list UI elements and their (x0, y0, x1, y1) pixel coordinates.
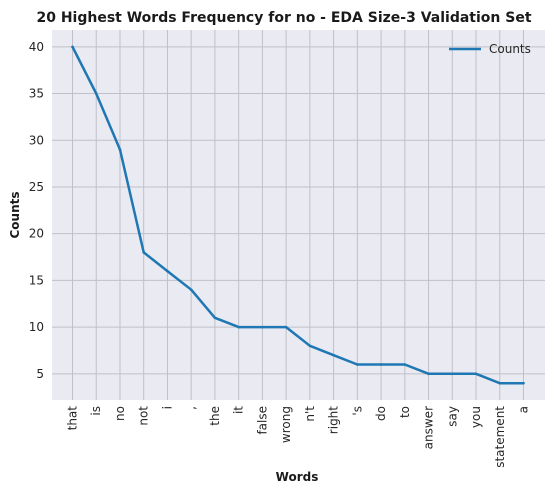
data-point (450, 372, 454, 376)
x-tick-label: no (113, 406, 127, 421)
x-tick-label: do (374, 406, 388, 421)
y-tick-label: 15 (29, 273, 44, 287)
x-tick-label: n't (303, 406, 317, 422)
data-point (94, 92, 98, 95)
y-tick-label: 25 (29, 180, 44, 194)
x-tick-label: to (398, 406, 412, 418)
data-point (237, 325, 240, 329)
data-point (142, 251, 146, 254)
data-point (284, 325, 288, 329)
x-axis-label: Words (276, 470, 319, 484)
y-axis-label: Counts (8, 191, 22, 238)
x-tick-label: statement (493, 406, 507, 468)
x-tick-label: 's (350, 406, 364, 416)
x-tick-label: answer (422, 406, 436, 449)
x-tick-label: right (327, 406, 341, 434)
data-point (261, 325, 264, 329)
x-tick-label: the (208, 406, 222, 426)
data-point (403, 363, 407, 366)
data-point (308, 344, 312, 348)
x-tick-label: it (232, 406, 246, 414)
x-tick-label: wrong (279, 406, 293, 443)
y-tick-label: 40 (29, 40, 44, 54)
data-point (522, 381, 525, 385)
y-tick-label: 20 (29, 227, 44, 241)
series-line-counts (71, 46, 524, 385)
data-point (213, 316, 217, 320)
legend: Counts (449, 42, 531, 56)
data-point (118, 148, 122, 151)
x-tick-label: that (66, 406, 80, 431)
x-tick-label: say (445, 406, 459, 427)
x-tick-label: not (137, 406, 151, 426)
y-tick-label: 5 (36, 367, 44, 381)
data-point (379, 363, 383, 366)
x-tick-label: i (160, 406, 174, 409)
data-point (474, 372, 478, 376)
x-tick-label: you (469, 406, 483, 428)
y-axis-ticks: 5 10 15 20 25 30 35 40 (29, 40, 44, 381)
data-point (189, 288, 193, 292)
y-tick-label: 10 (29, 320, 44, 334)
y-tick-label: 30 (29, 133, 44, 147)
data-point (356, 363, 359, 366)
data-point (498, 381, 502, 385)
legend-label-counts: Counts (489, 42, 531, 56)
grid-lines (52, 30, 545, 400)
x-tick-label: a (517, 406, 531, 413)
data-point (332, 353, 335, 357)
x-tick-label: , (184, 406, 198, 410)
data-point (71, 45, 74, 49)
plot-area (52, 30, 545, 400)
x-tick-label: false (255, 406, 269, 435)
chart-title: 20 Highest Words Frequency for no - EDA … (36, 10, 531, 26)
x-axis-ticks: that is no not i, the it false wrong n't right 's do… (66, 406, 531, 468)
x-tick-label: is (89, 406, 103, 416)
y-tick-label: 35 (29, 87, 44, 101)
series-group (71, 45, 525, 385)
data-point (427, 372, 430, 376)
data-point (166, 269, 169, 273)
